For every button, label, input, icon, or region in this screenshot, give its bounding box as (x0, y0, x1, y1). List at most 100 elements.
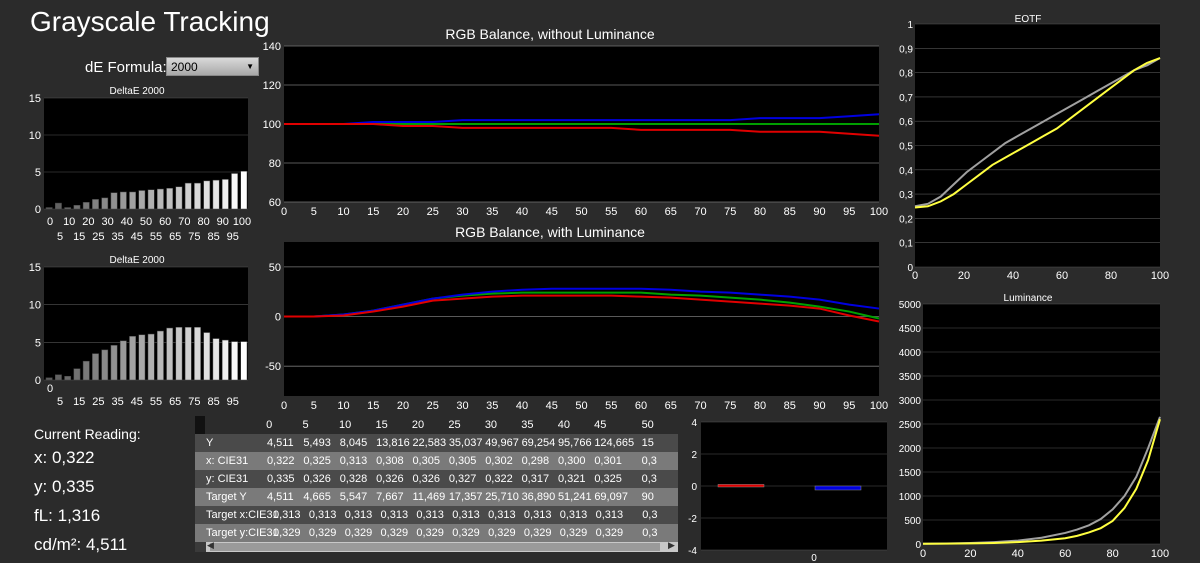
deltae-bar (231, 341, 238, 381)
table-column-header[interactable]: 5 (302, 419, 309, 431)
table-cell: 0,329 (380, 527, 409, 539)
blue-delta-bar (814, 485, 862, 491)
table-cell: 0,335 (266, 473, 295, 485)
y-tick-label: 4000 (899, 348, 922, 359)
y-tick-label: -4 (688, 546, 697, 557)
table-row[interactable]: y: CIE31 0,335 0,326 0,328 0,326 0,326 0,327 0,… (195, 470, 678, 488)
deltae-bar (45, 207, 53, 210)
x-tick-label: 15 (73, 231, 85, 242)
table-cell: 0,313 (380, 509, 409, 521)
table-cell: 17,357 (448, 491, 483, 503)
table-cell: 0,322 (266, 455, 295, 467)
blue-series-line (284, 287, 880, 318)
table-column-header[interactable]: 0 (266, 419, 273, 431)
table-row[interactable]: Target Y 4,511 4,665 5,547 7,667 11,469 17,357… (195, 488, 678, 506)
x-tick-label: 60 (1059, 548, 1071, 560)
scroll-right-icon[interactable]: ▶ (668, 540, 675, 550)
deltae-bar (129, 336, 136, 381)
deltae-bar (184, 182, 192, 210)
x-tick-label: 0 (912, 270, 918, 282)
y-tick-label: 0 (915, 540, 921, 551)
table-row[interactable]: x: CIE31 0,322 0,325 0,313 0,308 0,305 0,305 0,… (195, 452, 678, 470)
table-row[interactable]: Target y:CIE31 0,329 0,329 0,329 0,329 0,329 0… (195, 524, 678, 542)
deltae-bar (64, 207, 72, 210)
y-tick-label: 15 (29, 93, 41, 105)
table-row-label: x: CIE31 (206, 455, 249, 467)
x-tick-label: 0 (281, 400, 287, 412)
table-cell: 69,254 (521, 437, 556, 449)
table-corner (195, 416, 206, 434)
y-tick-label: 80 (269, 158, 281, 170)
y-tick-label: 1 (907, 20, 913, 31)
y-tick-label: 0 (907, 263, 913, 274)
scroll-left-icon[interactable]: ◀ (207, 540, 214, 550)
y-tick-label: 0,1 (899, 239, 913, 250)
table-cell: 0,329 (273, 527, 301, 539)
table-column-header[interactable]: 10 (339, 419, 352, 431)
deltae-bar (73, 205, 81, 210)
y-tick-label: 15 (29, 262, 41, 274)
table-cell: 4,665 (303, 491, 331, 503)
table-cell: 0,325 (594, 473, 622, 485)
de-formula-select[interactable]: 2000 ▼ (166, 57, 259, 76)
table-column-header[interactable]: 15 (375, 419, 388, 431)
x-tick-label: 20 (82, 216, 94, 228)
x-tick-label: 65 (169, 231, 181, 242)
table-cell: 0,322 (485, 473, 513, 485)
table-column-header[interactable]: 45 (594, 419, 607, 431)
y-tick-label: 3500 (899, 372, 922, 383)
table-cell: 4,511 (266, 437, 294, 449)
table-scroll-thumb[interactable] (210, 543, 660, 551)
y-tick-label: 140 (263, 41, 281, 53)
x-tick-label: 0 (47, 383, 53, 395)
table-row[interactable]: Target x:CIE31 0,313 0,313 0,313 0,313 0,313 0… (195, 506, 678, 524)
x-tick-label: 45 (131, 396, 143, 408)
x-tick-label: 60 (1056, 270, 1068, 282)
x-tick-label: 100 (1151, 270, 1169, 282)
table-cell: 0,329 (595, 527, 624, 539)
table-row-label: Y (206, 437, 214, 449)
deltae-bar (203, 180, 211, 210)
table-cell: 0,313 (523, 509, 552, 521)
table-cell: 0,329 (452, 527, 480, 539)
table-column-header[interactable]: 50 (641, 419, 654, 431)
deltae-bar (240, 341, 248, 381)
table-cell: 0,329 (488, 527, 516, 539)
y-tick-label: 0 (691, 482, 697, 493)
eotf-title: EOTF (1015, 14, 1042, 25)
x-tick-label: 10 (337, 400, 349, 412)
table-cell: 49,967 (485, 437, 519, 449)
y-tick-label: 4 (691, 418, 697, 429)
luminance-chart: Luminance 500045004000350030002500200015… (899, 293, 1169, 560)
x-tick-label: 75 (724, 206, 736, 218)
y-tick-label: 500 (904, 516, 921, 527)
x-tick-label: 40 (1012, 548, 1024, 560)
deltae-bar (212, 179, 220, 210)
reading-cdm2: cd/m²: 4,511 (34, 535, 128, 554)
measurement-table[interactable]: 0 5 10 15 20 25 30 35 40 45 50 Y 4,511 5,493 8,045 13,… (195, 416, 678, 552)
deltae-bar (147, 189, 155, 210)
x-tick-label: 80 (1105, 270, 1117, 282)
x-tick-label: 30 (456, 206, 468, 218)
table-cell: 0,313 (308, 509, 337, 521)
table-column-header[interactable]: 35 (521, 419, 534, 431)
x-tick-label: 25 (427, 206, 439, 218)
table-row[interactable]: Y 4,511 5,493 8,045 13,816 22,583 35,037 49,967… (195, 434, 678, 452)
table-cell: 22,583 (412, 437, 447, 449)
table-cell: 13,816 (376, 437, 410, 449)
table-column-header[interactable]: 40 (557, 419, 570, 431)
x-tick-label: 70 (694, 206, 706, 218)
table-cell: 95,766 (557, 437, 592, 449)
table-cell: 0,313 (416, 509, 444, 521)
table-cell: 0,326 (303, 473, 331, 485)
eotf-target-line (914, 57, 1161, 208)
table-column-header[interactable]: 30 (484, 419, 498, 431)
table-cell: 0,325 (303, 455, 331, 467)
table-column-header[interactable]: 25 (448, 419, 461, 431)
x-tick-label: 65 (665, 400, 677, 412)
table-column-header[interactable]: 20 (411, 419, 425, 431)
y-tick-label: 10 (29, 130, 41, 142)
y-tick-label: 1500 (899, 468, 922, 479)
table-cell: 51,241 (557, 491, 592, 503)
